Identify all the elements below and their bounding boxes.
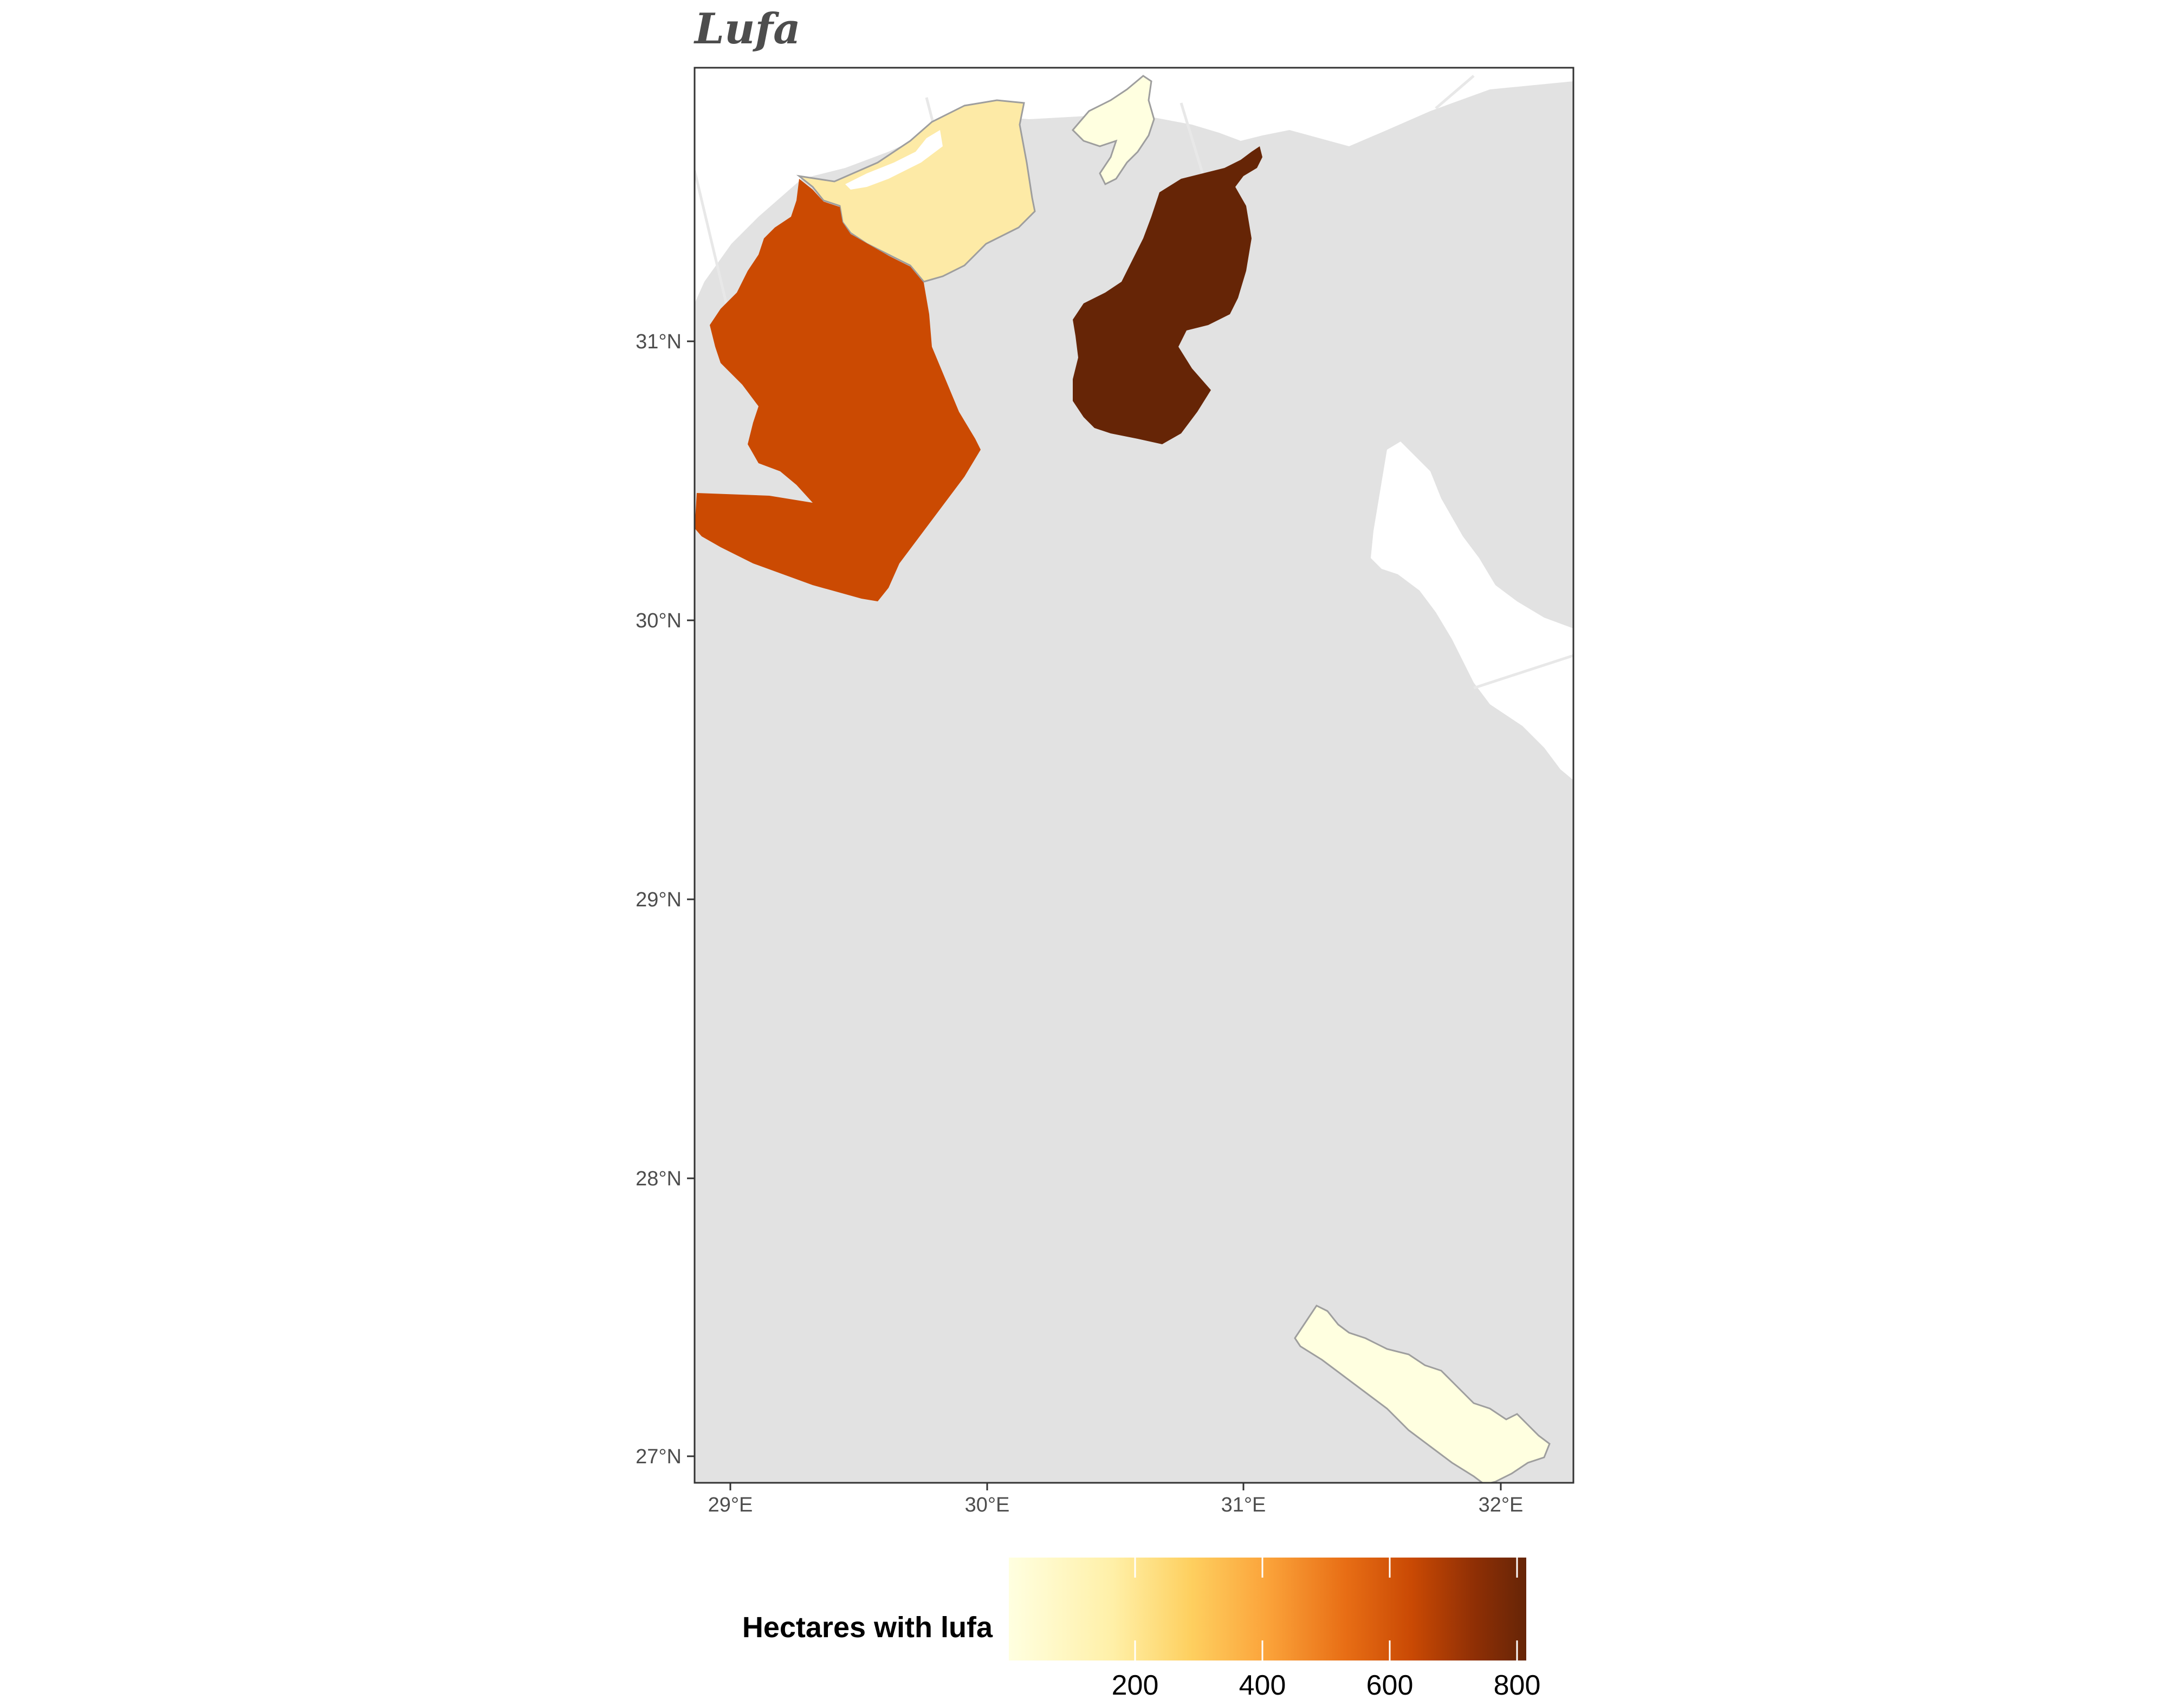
- legend-label-400: 400: [1239, 1670, 1286, 1701]
- y-tick-label-29n: 29°N: [636, 888, 682, 911]
- x-tick-label-29e: 29°E: [708, 1494, 753, 1516]
- coastal-lagoon: [845, 130, 943, 190]
- x-tick-label-32e: 32°E: [1479, 1494, 1524, 1516]
- y-axis: [687, 340, 695, 1457]
- legend-colorbar: [1009, 1558, 1526, 1660]
- legend-title: Hectares with lufa: [742, 1611, 993, 1644]
- legend-label-200: 200: [1112, 1670, 1159, 1701]
- x-axis: [729, 1483, 1502, 1490]
- x-tick-label-30e: 30°E: [965, 1494, 1010, 1516]
- y-tick-label-28n: 28°N: [636, 1167, 682, 1190]
- region-west: [695, 179, 981, 601]
- region-delta: [1071, 75, 1155, 186]
- legend-label-800: 800: [1494, 1670, 1541, 1701]
- sea-area: [695, 68, 1573, 303]
- panel-border: [694, 67, 1574, 1484]
- map-panel: [695, 68, 1573, 1483]
- gulf-water: [1371, 442, 1573, 780]
- map-title: Lufa: [694, 4, 801, 54]
- y-tick-label-27n: 27°N: [636, 1445, 682, 1468]
- legend-label-600: 600: [1366, 1670, 1414, 1701]
- legend-ticks: [1134, 1558, 1518, 1660]
- legend: Hectares with lufa 200 400 600 800: [742, 1558, 1541, 1701]
- y-tick-label-30n: 30°N: [636, 609, 682, 632]
- region-north-coastal: [796, 99, 1036, 283]
- region-central-north: [1073, 146, 1262, 444]
- y-tick-label-31n: 31°N: [636, 330, 682, 353]
- x-tick-label-31e: 31°E: [1221, 1494, 1266, 1516]
- region-southern-valley: [1294, 1305, 1551, 1483]
